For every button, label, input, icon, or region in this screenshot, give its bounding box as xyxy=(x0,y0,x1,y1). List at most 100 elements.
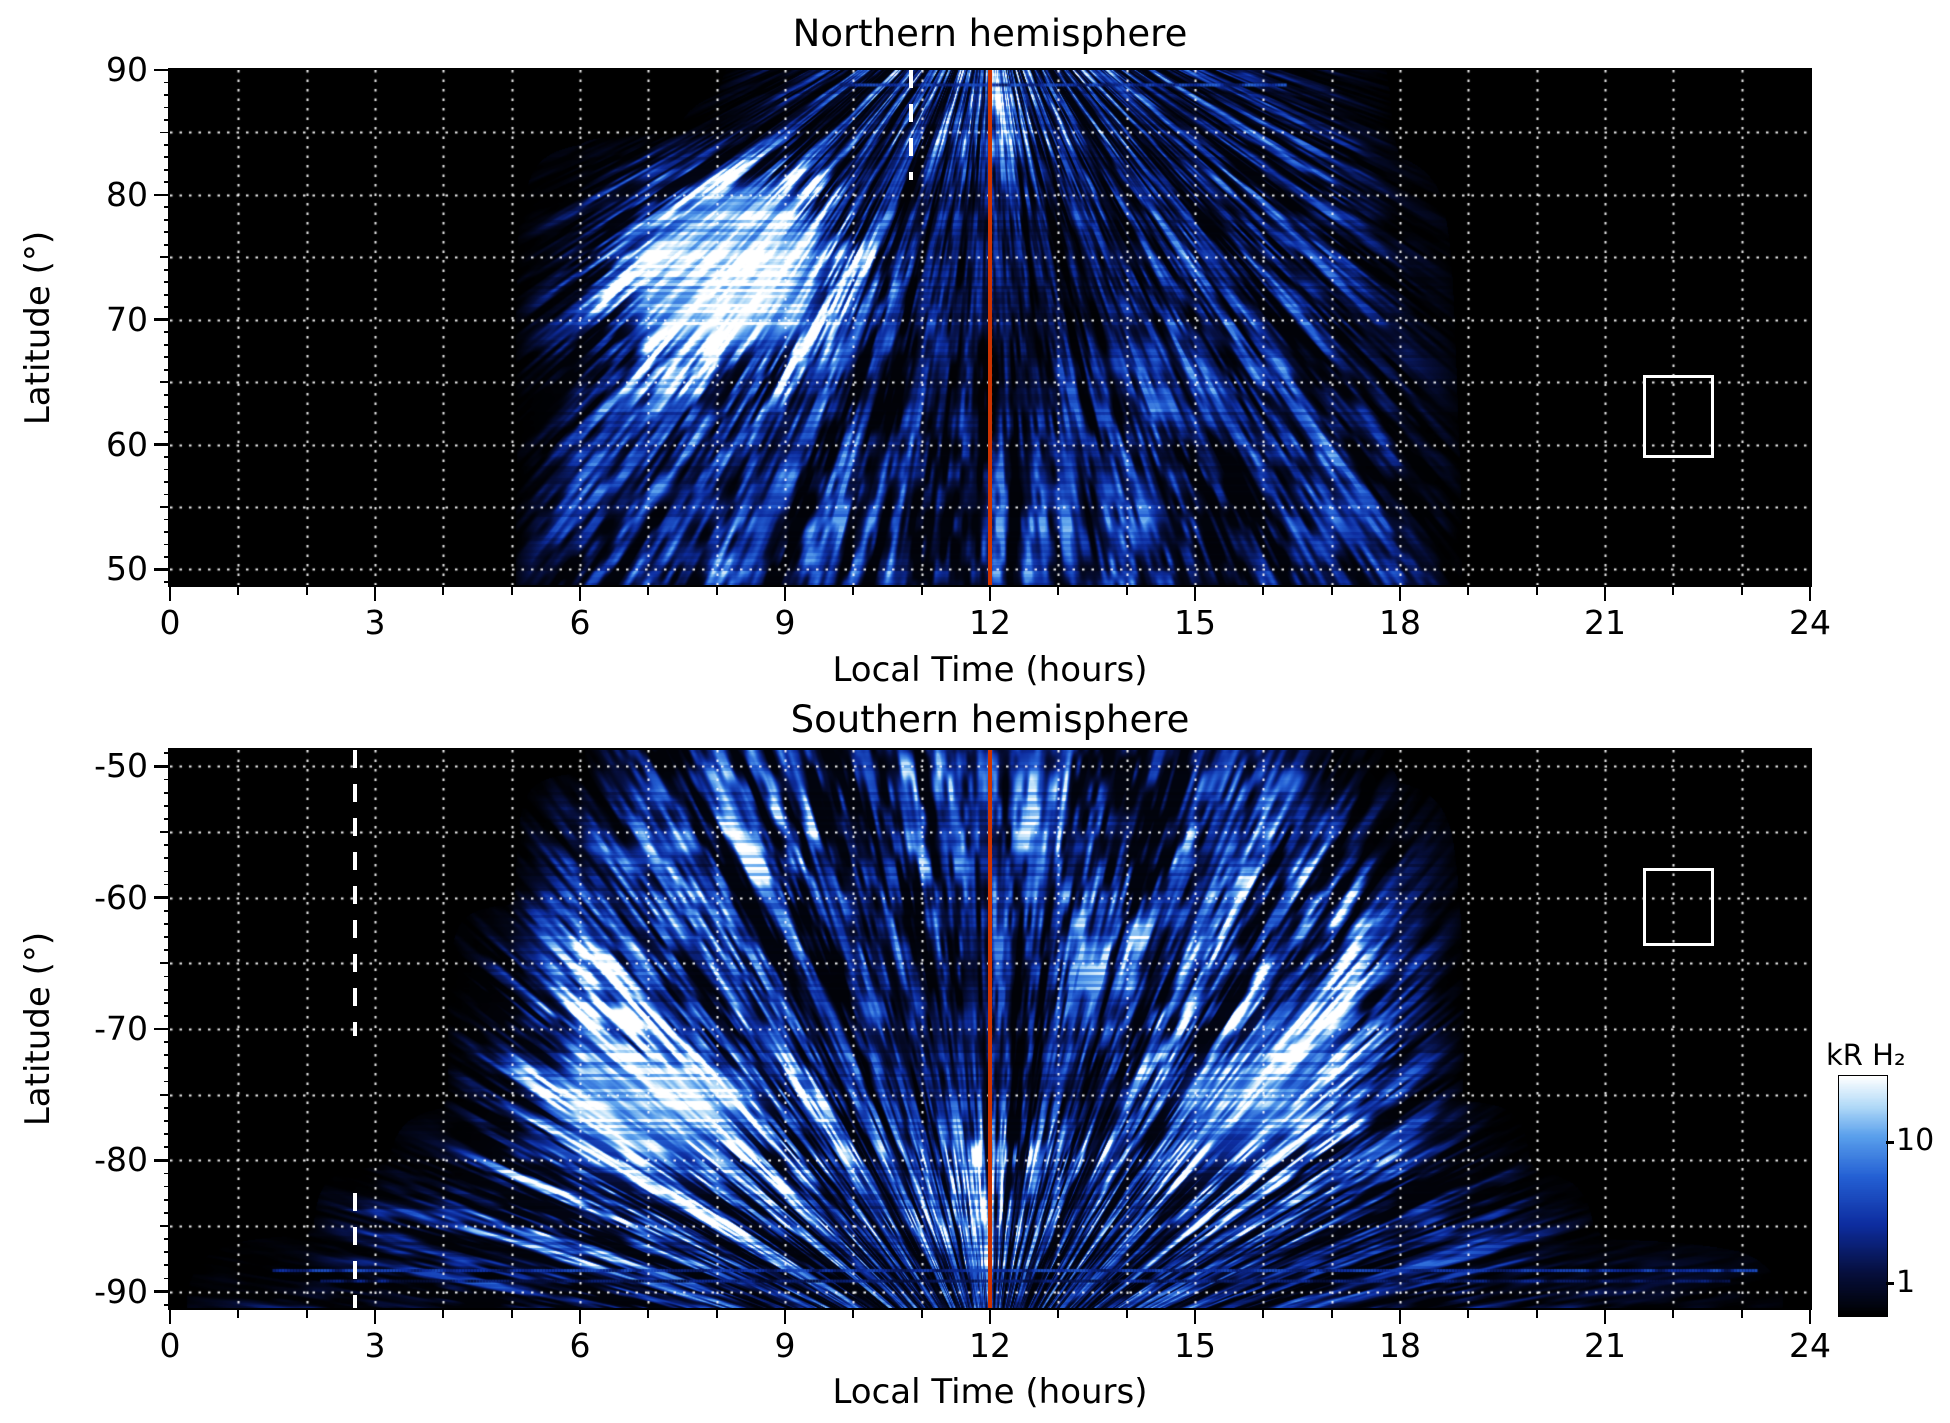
y-tick-label-north: 90 xyxy=(106,50,148,89)
y-major-tick-north xyxy=(154,68,170,72)
y-major-tick-south xyxy=(154,1159,170,1162)
x-minor-tick-south xyxy=(1535,1310,1538,1318)
y-minor-tick-north xyxy=(160,131,170,134)
y-minor-tick-south xyxy=(164,1067,170,1070)
x-tick-label-south: 18 xyxy=(1379,1326,1421,1365)
y-minor-tick-south xyxy=(164,923,170,925)
y-minor-tick-north xyxy=(164,94,170,96)
x-minor-tick-north xyxy=(1330,587,1333,595)
x-minor-tick-south xyxy=(1330,1310,1333,1318)
y-minor-tick-south xyxy=(164,1303,170,1306)
y-minor-tick-south xyxy=(164,1146,170,1149)
x-minor-tick-south xyxy=(442,1310,445,1318)
x-tick-label-south: 9 xyxy=(774,1326,796,1365)
x-minor-tick-south xyxy=(305,1310,308,1318)
y-minor-tick-north xyxy=(164,293,170,296)
x-minor-tick-north xyxy=(510,587,513,595)
colorbar-tick xyxy=(1886,1282,1894,1285)
x-minor-tick-south xyxy=(1672,1310,1675,1318)
y-minor-tick-north xyxy=(164,456,170,458)
y-minor-tick-south xyxy=(164,1054,170,1057)
y-minor-tick-south xyxy=(164,949,170,952)
x-minor-tick-south xyxy=(715,1310,718,1318)
y-minor-tick-south xyxy=(164,870,170,873)
y-minor-tick-south xyxy=(164,1041,170,1044)
x-major-tick-north xyxy=(578,587,582,601)
x-major-tick-north xyxy=(783,587,787,601)
x-minor-tick-north xyxy=(237,587,240,595)
y-minor-tick-north xyxy=(164,356,170,359)
colorbar-tick-label: 1 xyxy=(1896,1264,1916,1300)
y-minor-tick-south xyxy=(164,936,170,938)
x-tick-label-north: 24 xyxy=(1789,603,1831,642)
y-tick-label-south: -80 xyxy=(94,1140,148,1180)
y-minor-tick-north xyxy=(164,481,170,483)
x-tick-label-south: 3 xyxy=(364,1326,386,1365)
y-tick-label-north: 50 xyxy=(106,549,148,589)
colorbar-tick xyxy=(1886,1141,1894,1144)
x-minor-tick-north xyxy=(1057,587,1060,595)
x-minor-tick-north xyxy=(305,587,308,595)
y-minor-tick-south xyxy=(160,1093,170,1096)
x-minor-tick-south xyxy=(510,1310,513,1318)
y-minor-tick-north xyxy=(160,381,170,384)
x-minor-tick-south xyxy=(1467,1310,1470,1318)
y-axis-label-south: Latitude (°) xyxy=(18,931,58,1127)
x-tick-label-south: 24 xyxy=(1789,1326,1831,1365)
x-major-tick-south xyxy=(1398,1310,1402,1324)
x-tick-label-south: 0 xyxy=(159,1326,181,1365)
x-minor-tick-north xyxy=(1740,587,1743,595)
x-minor-tick-south xyxy=(1125,1310,1128,1318)
x-minor-tick-south xyxy=(852,1310,855,1318)
y-minor-tick-north xyxy=(164,168,170,171)
x-tick-label-north: 9 xyxy=(774,603,796,642)
y-minor-tick-south xyxy=(164,844,170,847)
y-major-tick-south xyxy=(154,765,170,768)
x-minor-tick-north xyxy=(1672,587,1675,595)
y-minor-tick-north xyxy=(164,406,170,408)
x-minor-tick-north xyxy=(852,587,855,595)
y-minor-tick-south xyxy=(164,804,170,807)
x-minor-tick-north xyxy=(1535,587,1538,595)
x-major-tick-south xyxy=(1193,1310,1197,1324)
y-tick-label-north: 80 xyxy=(106,174,148,214)
y-minor-tick-north xyxy=(164,518,170,521)
highlight-box-south xyxy=(1642,867,1715,947)
x-major-tick-south xyxy=(783,1310,787,1324)
y-major-tick-north xyxy=(154,443,170,446)
y-minor-tick-south xyxy=(164,1238,170,1240)
y-minor-tick-north xyxy=(164,580,170,583)
y-major-tick-south xyxy=(154,1290,170,1293)
y-minor-tick-north xyxy=(164,218,170,221)
highlight-box-north xyxy=(1642,374,1715,459)
y-minor-tick-south xyxy=(164,975,170,978)
dashed-reference-line-north-0 xyxy=(909,70,914,180)
y-minor-tick-south xyxy=(164,1172,170,1175)
x-major-tick-south xyxy=(1808,1310,1812,1324)
y-minor-tick-south xyxy=(164,1120,170,1122)
y-minor-tick-south xyxy=(164,791,170,794)
y-major-tick-north xyxy=(154,193,170,197)
y-minor-tick-north xyxy=(164,281,170,284)
y-minor-tick-south xyxy=(164,1198,170,1201)
noon-meridian-line-south xyxy=(988,750,992,1308)
x-tick-label-south: 6 xyxy=(569,1326,591,1365)
y-minor-tick-north xyxy=(164,243,170,246)
x-major-tick-south xyxy=(578,1310,582,1324)
x-major-tick-south xyxy=(168,1310,172,1324)
x-minor-tick-north xyxy=(1467,587,1470,595)
y-minor-tick-south xyxy=(164,909,170,912)
x-major-tick-north xyxy=(1398,587,1402,601)
panel-title-north: Northern hemisphere xyxy=(792,12,1188,55)
y-tick-label-south: -90 xyxy=(94,1271,148,1311)
y-minor-tick-north xyxy=(164,556,170,558)
y-minor-tick-south xyxy=(164,1211,170,1214)
x-tick-label-north: 6 xyxy=(569,603,591,642)
x-tick-label-south: 21 xyxy=(1584,1326,1626,1365)
x-minor-tick-north xyxy=(1125,587,1128,595)
y-minor-tick-north xyxy=(164,468,170,471)
y-minor-tick-north xyxy=(164,81,170,84)
x-major-tick-north xyxy=(373,587,377,601)
dashed-reference-line-south-1 xyxy=(352,1193,357,1308)
y-minor-tick-north xyxy=(164,331,170,334)
